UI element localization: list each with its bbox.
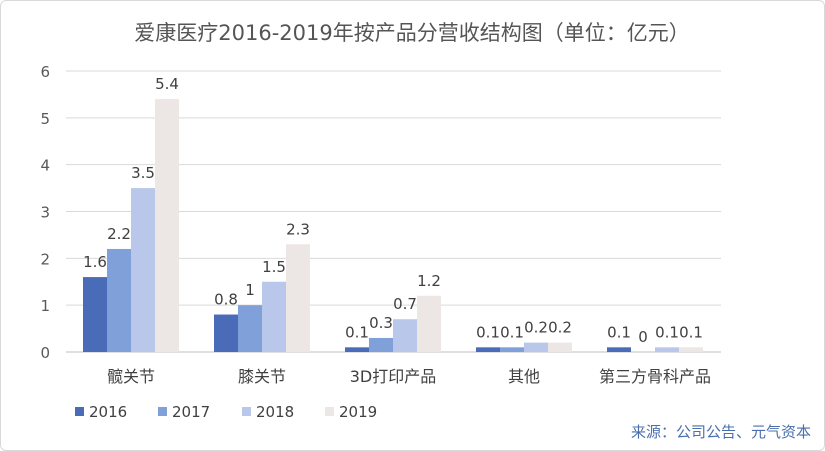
data-label: 0.1 [345, 323, 369, 341]
bar [345, 347, 369, 352]
bar [524, 342, 548, 352]
data-label: 1.2 [417, 272, 441, 290]
data-label: 3.5 [131, 164, 155, 182]
bar [679, 347, 703, 352]
data-label: 0.2 [548, 319, 572, 337]
legend-label: 2016 [89, 403, 127, 421]
bar [83, 277, 107, 352]
x-tick-label: 膝关节 [238, 367, 286, 386]
y-tick-label: 2 [40, 250, 50, 268]
chart-title: 爱康医疗2016-2019年按产品分营收结构图（单位：亿元） [134, 21, 689, 45]
bar [476, 347, 500, 352]
bar [548, 342, 572, 352]
data-label: 0.2 [524, 319, 548, 337]
bar [131, 188, 155, 352]
bar [155, 99, 179, 352]
bar [262, 281, 286, 352]
legend: 2016 2017 2018 2019 [75, 403, 377, 421]
x-axis-ticks: 髋关节 膝关节 3D打印产品 其他 第三方骨科产品 [107, 367, 711, 386]
y-tick-label: 0 [40, 344, 50, 362]
y-tick-label: 1 [40, 297, 50, 315]
legend-label: 2017 [172, 403, 210, 421]
x-tick-label: 第三方骨科产品 [599, 367, 711, 386]
bar [107, 248, 131, 352]
data-label: 2.3 [286, 220, 310, 238]
data-label: 0.3 [369, 314, 393, 332]
x-tick-label: 其他 [508, 367, 540, 386]
y-axis-ticks: 0 1 2 3 4 5 6 [40, 63, 50, 362]
y-tick-label: 3 [40, 204, 50, 222]
bar [607, 347, 631, 352]
data-label: 5.4 [155, 75, 179, 93]
bar [417, 295, 441, 352]
data-label: 0.1 [500, 323, 524, 341]
data-label: 1.6 [83, 253, 107, 271]
bar [214, 314, 238, 352]
source-note: 来源：公司公告、元气资本 [630, 423, 811, 441]
y-tick-label: 4 [40, 157, 50, 175]
data-label: 0.1 [607, 323, 631, 341]
legend-swatch [75, 407, 84, 416]
data-labels: 1.62.23.55.40.811.52.30.10.30.71.20.1 0.1… [83, 75, 703, 346]
x-tick-label: 髋关节 [107, 367, 155, 386]
bar [393, 319, 417, 352]
data-label: 0.1 [679, 323, 703, 341]
bar [369, 337, 393, 352]
legend-label: 2019 [339, 403, 377, 421]
data-label: 0 [638, 328, 648, 346]
legend-label: 2018 [256, 403, 294, 421]
data-label: 2.2 [107, 225, 131, 243]
bar [286, 244, 310, 352]
bar [238, 305, 262, 352]
data-label: 0.8 [214, 291, 238, 309]
x-tick-label: 3D打印产品 [350, 367, 437, 386]
legend-swatch [242, 407, 251, 416]
legend-swatch [158, 407, 167, 416]
data-label: 0.1 [476, 323, 500, 341]
bars [83, 99, 703, 352]
bar [655, 347, 679, 352]
data-label: 1.5 [262, 258, 286, 276]
data-label: 0.7 [393, 295, 417, 313]
y-tick-label: 6 [40, 63, 50, 81]
y-tick-label: 5 [40, 110, 50, 128]
bar [500, 347, 524, 352]
data-label: 0.1 [655, 323, 679, 341]
data-label: 1 [245, 281, 255, 299]
legend-swatch [325, 407, 334, 416]
